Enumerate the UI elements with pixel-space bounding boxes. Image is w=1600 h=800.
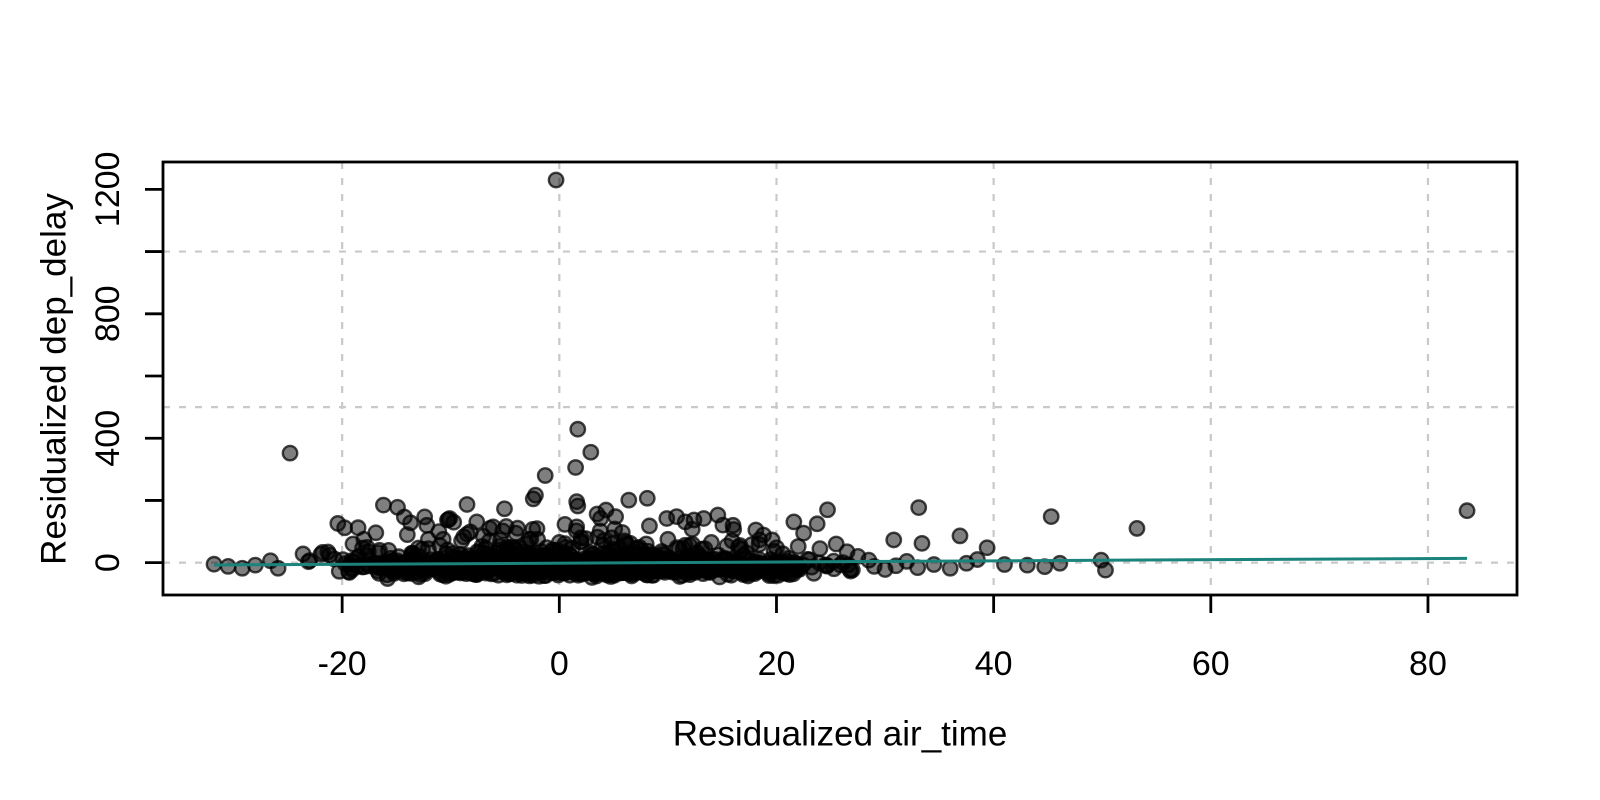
regression-fit-line [214, 556, 1468, 567]
y-tick-label: 800 [89, 285, 127, 342]
x-axis: -20 0 20 40 60 80 [318, 595, 1447, 683]
data-point [925, 556, 943, 573]
data-point [910, 499, 928, 516]
data-point [300, 553, 317, 571]
data-point [453, 532, 470, 550]
x-tick-label: 20 [758, 645, 796, 683]
data-point [808, 515, 826, 533]
data-point [951, 527, 969, 545]
data-point [569, 497, 587, 515]
data-point [418, 516, 436, 534]
x-tick-label: 60 [1192, 645, 1230, 683]
data-point [913, 534, 931, 552]
x-tick-label: -20 [318, 645, 367, 683]
data-point [594, 537, 612, 554]
plot-box [161, 160, 1519, 597]
data-point [389, 498, 406, 516]
plot-border [161, 160, 1519, 597]
data-point [789, 538, 807, 555]
x-tick-label: 0 [550, 645, 569, 683]
y-tick-label: 0 [89, 553, 127, 572]
data-point [811, 540, 829, 558]
data-point [281, 444, 299, 462]
data-point [567, 459, 585, 476]
y-tick-label: 400 [89, 410, 127, 467]
data-point [314, 543, 332, 561]
data-point [1128, 520, 1146, 537]
data-point [641, 517, 658, 535]
data-point [470, 543, 488, 561]
data-point [1042, 508, 1060, 526]
data-point [750, 536, 768, 554]
data-point [458, 496, 476, 513]
data-point [941, 559, 959, 577]
data-point [1458, 502, 1476, 520]
data-point [582, 443, 600, 461]
data-point [507, 524, 525, 542]
data-point [452, 546, 469, 563]
x-axis-label: Residualized air_time [673, 715, 1008, 754]
data-point [819, 501, 836, 519]
data-point [439, 511, 456, 529]
data-point [978, 539, 996, 557]
data-point [536, 467, 554, 484]
data-point [597, 501, 615, 519]
fit-line [214, 556, 1468, 567]
data-point [724, 516, 742, 534]
data-point [1097, 561, 1114, 579]
data-point [355, 530, 373, 548]
data-point [730, 538, 747, 556]
data-point [681, 537, 699, 554]
data-point [524, 490, 542, 508]
data-point [750, 550, 768, 568]
data-point [496, 500, 513, 518]
data-point [768, 539, 785, 557]
data-point [529, 530, 547, 548]
data-point [637, 535, 655, 553]
data-point [702, 534, 720, 551]
data-point [709, 506, 727, 524]
data-point [375, 496, 392, 514]
data-point [572, 529, 590, 547]
data-point [638, 489, 656, 507]
data-point [468, 513, 486, 531]
y-axis: 0 400 800 1200 [89, 152, 163, 572]
data-point [569, 420, 587, 438]
data-point [474, 527, 492, 545]
data-point [550, 534, 568, 551]
data-point [785, 513, 803, 531]
data-point [329, 515, 347, 532]
data-point [547, 171, 565, 189]
data-point [1051, 554, 1069, 572]
data-point [492, 531, 510, 549]
data-point [885, 531, 903, 549]
x-tick-label: 40 [975, 645, 1013, 683]
data-point [620, 491, 638, 509]
data-point [759, 562, 777, 580]
y-axis-label: Residualized dep_delay [35, 193, 74, 565]
data-point [431, 537, 449, 554]
data-point [616, 532, 633, 550]
data-point [876, 561, 894, 578]
data-point [659, 530, 677, 548]
x-tick-label: 80 [1409, 645, 1447, 683]
data-point [695, 510, 713, 527]
y-tick-label: 1200 [89, 152, 127, 228]
scatter-points [205, 171, 1476, 587]
data-point [398, 526, 416, 544]
